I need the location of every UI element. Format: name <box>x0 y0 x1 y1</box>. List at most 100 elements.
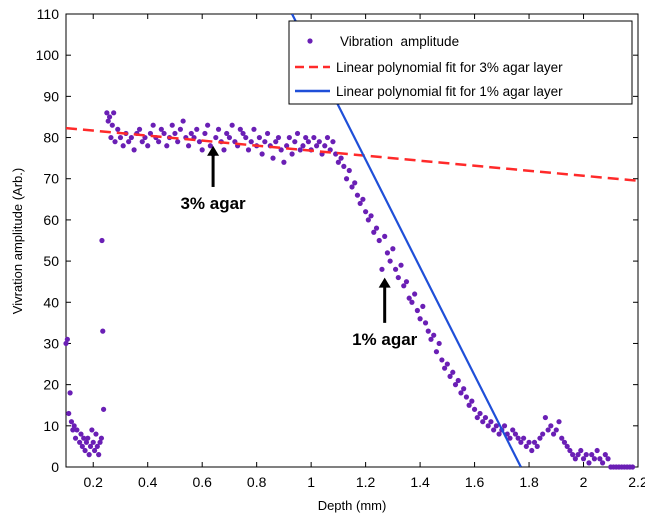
data-point <box>521 435 527 441</box>
x-tick-label: 1.8 <box>519 474 539 490</box>
data-point <box>85 435 91 441</box>
data-point <box>398 262 404 268</box>
data-point <box>463 394 469 400</box>
data-point <box>196 139 203 145</box>
y-axis-title: Vivration amplitude (Arb.) <box>10 168 25 314</box>
data-point <box>422 320 429 326</box>
data-point <box>493 423 499 429</box>
data-point <box>338 155 344 161</box>
data-point <box>540 431 546 437</box>
data-point <box>226 134 233 141</box>
data-point <box>357 200 363 207</box>
data-point <box>111 110 117 116</box>
data-point <box>316 139 322 145</box>
data-point <box>221 147 227 153</box>
annotation-arrow-head <box>207 145 220 156</box>
y-tick-label: 10 <box>43 418 59 434</box>
data-point <box>471 406 478 412</box>
data-point <box>180 118 186 124</box>
data-point <box>561 439 568 445</box>
data-point <box>341 163 347 169</box>
data-point <box>545 427 551 433</box>
data-point <box>442 365 448 371</box>
data-point <box>245 147 252 153</box>
y-tick-label: 20 <box>43 377 59 393</box>
data-point <box>570 452 576 458</box>
data-point <box>452 382 459 388</box>
data-point <box>401 283 407 289</box>
data-point <box>368 213 374 219</box>
data-point <box>589 452 595 458</box>
data-point <box>583 452 589 458</box>
data-point <box>81 435 87 441</box>
data-point <box>439 357 445 363</box>
data-point <box>564 443 570 450</box>
data-point <box>409 299 415 305</box>
data-point <box>256 134 262 141</box>
data-point <box>172 130 178 137</box>
data-point <box>83 439 90 445</box>
data-point <box>70 427 76 433</box>
data-point <box>128 134 134 141</box>
data-point <box>433 349 440 355</box>
data-point <box>229 122 235 128</box>
data-point <box>275 134 282 141</box>
data-point <box>120 143 126 149</box>
data-point <box>324 134 331 141</box>
data-point <box>526 439 532 445</box>
data-point <box>105 118 111 124</box>
x-tick-label: 0.4 <box>138 474 158 490</box>
data-point <box>98 435 105 441</box>
data-point <box>67 390 73 396</box>
data-point <box>330 139 336 145</box>
data-point <box>284 143 290 149</box>
data-point <box>602 452 608 458</box>
data-point <box>335 159 341 165</box>
data-point <box>99 237 105 244</box>
data-point <box>281 159 287 165</box>
data-point <box>578 447 584 454</box>
data-point <box>108 134 114 141</box>
data-point <box>363 209 369 215</box>
data-point <box>485 423 491 429</box>
data-point <box>156 139 162 145</box>
data-point <box>289 151 295 157</box>
data-point <box>145 143 151 149</box>
y-tick-label: 100 <box>36 47 60 63</box>
axis-ticks: 0.2 0.4 0.6 0.8 1 1.2 1.4 1.6 1.8 2 2.2 0 10 20 30 40 50… <box>36 6 645 490</box>
data-point <box>294 130 301 137</box>
x-tick-label: 1.2 <box>356 474 376 490</box>
x-tick-label: 0.6 <box>192 474 212 490</box>
legend-label-1pct: Linear polynomial fit for 1% agar layer <box>336 84 563 99</box>
data-point <box>100 406 107 412</box>
data-point <box>461 386 467 392</box>
data-point <box>354 192 361 198</box>
data-point <box>447 373 453 379</box>
data-point <box>215 126 222 132</box>
annotation-label: 1% agar <box>352 330 418 349</box>
data-layer <box>63 14 638 470</box>
x-tick-label: 1.6 <box>465 474 485 490</box>
data-point <box>313 143 320 149</box>
data-point <box>384 250 391 256</box>
data-point <box>224 130 230 137</box>
legend-label-vibration: Vibration amplitude <box>340 34 459 49</box>
annotation-arrow-head <box>378 277 391 288</box>
data-point <box>79 443 85 450</box>
data-point <box>112 139 118 145</box>
data-point <box>158 126 164 132</box>
x-axis-title: Depth (mm) <box>318 498 387 513</box>
data-point <box>139 139 145 145</box>
data-point <box>474 414 480 421</box>
data-point <box>82 447 88 454</box>
data-point <box>550 431 557 437</box>
data-point <box>482 414 489 421</box>
data-point <box>74 427 80 433</box>
data-point <box>237 126 243 132</box>
data-point <box>412 291 418 297</box>
data-point <box>428 336 434 342</box>
data-point <box>64 336 70 342</box>
data-point <box>392 266 399 272</box>
data-point <box>529 447 535 454</box>
